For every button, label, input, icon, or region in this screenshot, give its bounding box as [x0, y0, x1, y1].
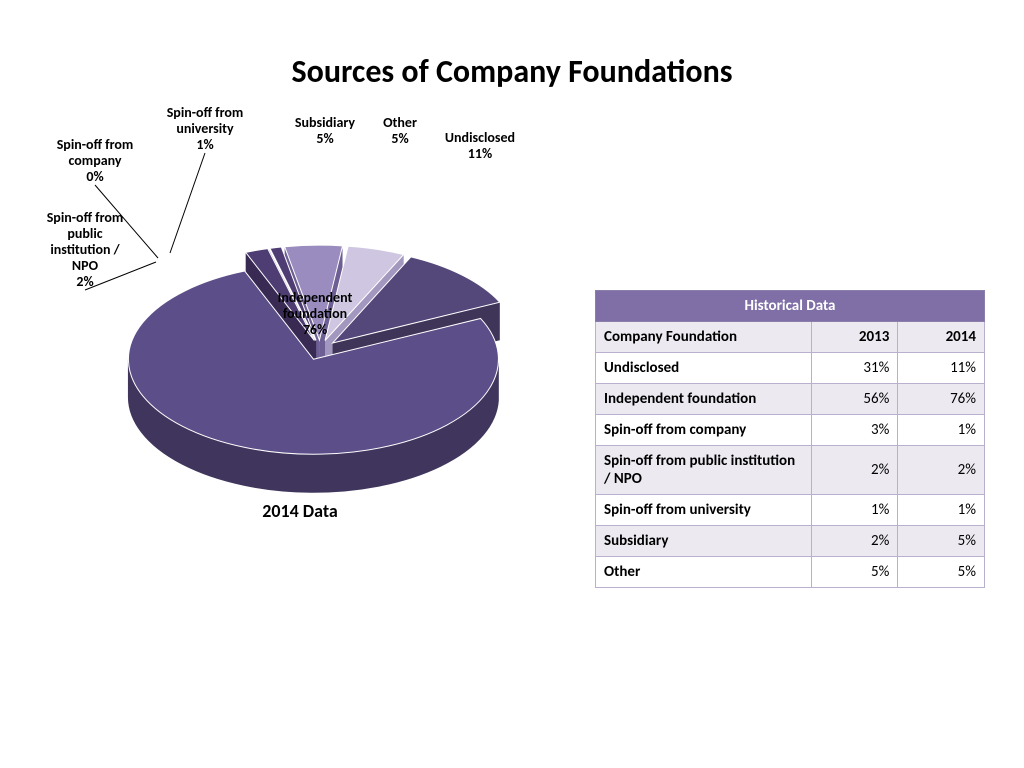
slice-label: Independentfoundation76% — [255, 290, 375, 338]
row-2014: 5% — [898, 557, 985, 588]
row-2014: 1% — [898, 495, 985, 526]
slice-label: Spin-off frompublicinstitution /NPO2% — [25, 210, 145, 290]
table-row: Spin-off from company3%1% — [596, 415, 985, 446]
table-row: Undisclosed31%11% — [596, 353, 985, 384]
row-2014: 5% — [898, 526, 985, 557]
table-header: Historical Data — [596, 291, 985, 322]
row-2014: 2% — [898, 446, 985, 495]
slice-label: Spin-off fromcompany0% — [35, 137, 155, 185]
table-row: Other5%5% — [596, 557, 985, 588]
table-row: Spin-off from university1%1% — [596, 495, 985, 526]
pie-chart: Undisclosed11%Independentfoundation76%Sp… — [40, 140, 560, 500]
row-name: Spin-off from public institution / NPO — [596, 446, 812, 495]
row-2013: 1% — [811, 495, 898, 526]
row-name: Undisclosed — [596, 353, 812, 384]
row-name: Spin-off from university — [596, 495, 812, 526]
row-name: Spin-off from company — [596, 415, 812, 446]
table-col-2013: 2013 — [811, 322, 898, 353]
row-2013: 5% — [811, 557, 898, 588]
row-2014: 76% — [898, 384, 985, 415]
row-2014: 1% — [898, 415, 985, 446]
row-2013: 56% — [811, 384, 898, 415]
page-title: Sources of Company Foundations — [0, 52, 1024, 91]
slice-label: Spin-off fromuniversity1% — [145, 105, 265, 153]
table-row: Spin-off from public institution / NPO2%… — [596, 446, 985, 495]
row-name: Other — [596, 557, 812, 588]
row-2013: 2% — [811, 526, 898, 557]
table-col-name: Company Foundation — [596, 322, 812, 353]
historical-table: Historical Data Company Foundation 2013 … — [595, 290, 985, 588]
row-2013: 31% — [811, 353, 898, 384]
row-2014: 11% — [898, 353, 985, 384]
row-name: Subsidiary — [596, 526, 812, 557]
chart-caption: 2014 Data — [40, 500, 560, 522]
row-name: Independent foundation — [596, 384, 812, 415]
row-2013: 3% — [811, 415, 898, 446]
row-2013: 2% — [811, 446, 898, 495]
table-row: Subsidiary2%5% — [596, 526, 985, 557]
table-col-2014: 2014 — [898, 322, 985, 353]
table-row: Independent foundation56%76% — [596, 384, 985, 415]
slice-label: Other5% — [340, 115, 460, 147]
